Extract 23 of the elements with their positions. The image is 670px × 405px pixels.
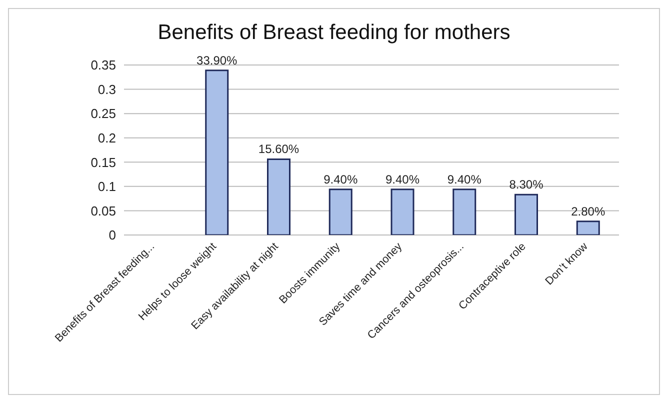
y-tick-label: 0.35 xyxy=(90,58,116,73)
y-tick-label: 0.25 xyxy=(90,106,116,122)
bar xyxy=(390,188,414,235)
data-label: 2.80% xyxy=(571,204,606,218)
data-label: 15.60% xyxy=(258,142,300,156)
y-tick-label: 0.15 xyxy=(90,154,116,170)
y-tick-label: 0.1 xyxy=(98,179,116,194)
y-tick-label: 0 xyxy=(108,228,116,243)
bar xyxy=(514,194,538,235)
bar xyxy=(576,220,600,235)
bar xyxy=(205,70,229,235)
data-label: 9.40% xyxy=(324,172,358,186)
data-label: 9.40% xyxy=(447,172,482,186)
bar xyxy=(267,158,290,235)
bar xyxy=(452,188,476,235)
bar xyxy=(328,188,352,235)
data-label: 8.30% xyxy=(509,178,544,192)
y-tick-label: 0.05 xyxy=(90,203,116,218)
y-tick-label: 0.3 xyxy=(98,82,116,97)
y-tick-label: 0.2 xyxy=(98,130,116,146)
data-label: 9.40% xyxy=(385,172,420,186)
data-label: 33.90% xyxy=(196,53,238,68)
chart-title: Benefits of Breast feeding for mothers xyxy=(156,21,512,45)
